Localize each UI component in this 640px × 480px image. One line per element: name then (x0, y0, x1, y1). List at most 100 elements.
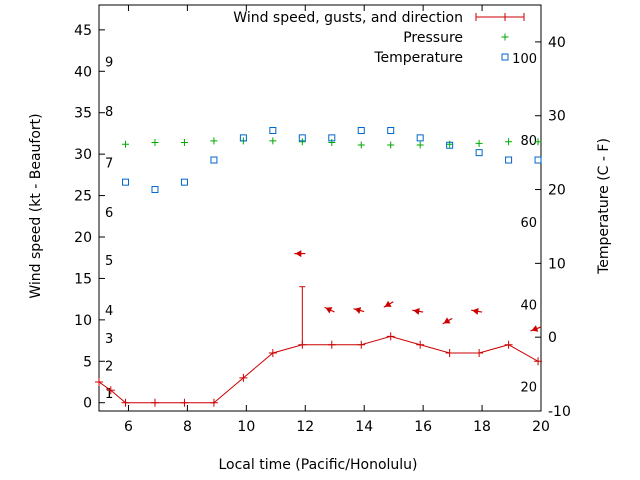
temperature-point (269, 126, 277, 134)
plot-frame (98, 4, 542, 412)
fahrenheit-label: 40 (520, 299, 537, 314)
temperature-point (357, 126, 365, 134)
beaufort-label: 1 (105, 387, 113, 402)
beaufort-label: 2 (105, 359, 113, 374)
y2-tick-label: 20 (548, 183, 566, 199)
pressure-point (416, 141, 424, 149)
wind-direction-arrow (471, 307, 483, 315)
y-tick-label: 10 (74, 313, 92, 329)
x-tick-label: 16 (414, 419, 432, 435)
wind-speed-point (121, 398, 130, 407)
x-tick-label: 6 (124, 419, 133, 435)
arrow-head (472, 307, 479, 315)
y2-tick-label: 10 (548, 256, 566, 272)
beaufort-label: 9 (105, 55, 113, 70)
temperature-point (416, 134, 424, 142)
y-tick-label: 40 (74, 64, 92, 80)
wind-speed-point (475, 349, 484, 357)
temperature-point (210, 156, 218, 164)
y-tick-label: 5 (83, 354, 92, 370)
temperature-point (151, 186, 159, 194)
y-tick-label: 0 (83, 396, 92, 412)
arrow-head (295, 250, 302, 258)
wind-speed-point (150, 398, 159, 407)
fahrenheit-label: 100 (512, 52, 537, 67)
fahrenheit-label: 20 (520, 381, 537, 396)
x-tick-label: 10 (237, 419, 255, 435)
y-tick-label: 25 (74, 189, 92, 205)
pressure-point (122, 140, 130, 148)
legend-label: Temperature (373, 50, 463, 66)
y-axis-label: Wind speed (kt - Beaufort) (28, 113, 44, 298)
y-tick-label: 20 (74, 230, 92, 246)
wind-speed-point (106, 386, 115, 395)
pressure-point (534, 138, 542, 146)
y2-tick-label: 40 (548, 35, 566, 51)
x-tick-label: 18 (473, 419, 491, 435)
pressure-point (180, 139, 188, 147)
temperature-point (239, 134, 247, 142)
fahrenheit-label: 80 (520, 134, 537, 149)
series-group (95, 126, 543, 407)
wind-speed-point (504, 340, 513, 349)
arrow-head (354, 307, 362, 314)
beaufort-label: 3 (105, 332, 113, 347)
beaufort-label: 7 (105, 156, 113, 171)
wind-direction-arrow (412, 307, 424, 315)
arrow-head (325, 307, 333, 314)
temperature-point (475, 149, 483, 157)
wind-direction-arrow (294, 250, 306, 258)
y2-tick-label: 30 (548, 109, 566, 125)
y-tick-label: 45 (74, 23, 92, 39)
pressure-point (446, 140, 454, 148)
tick-group: 6 8 10 12 14 16 18 20051015202530354045-1001020… (74, 5, 571, 435)
pressure-point (328, 139, 336, 147)
pressure-point (475, 139, 483, 147)
temperature-point (387, 126, 395, 134)
pressure-point (210, 137, 218, 145)
arrow-head (384, 300, 392, 307)
y-tick-label: 35 (74, 106, 92, 122)
y2-axis-label: Temperature (C - F) (596, 138, 612, 275)
wind-speed-point (327, 340, 336, 349)
pressure-point (357, 141, 365, 149)
fahrenheit-label: 60 (520, 216, 537, 231)
temperature-point (122, 178, 130, 186)
wind-speed-point (445, 349, 454, 357)
x-tick-label: 14 (355, 419, 373, 435)
wind-direction-arrow (353, 307, 365, 314)
temperature-point (298, 134, 306, 142)
temperature-point (328, 134, 336, 142)
beaufort-label: 5 (105, 254, 113, 269)
beaufort-label: 4 (105, 304, 113, 319)
y2-tick-label: 0 (548, 330, 557, 346)
legend-pressure-marker (501, 33, 509, 41)
legend-group: Wind speed, gusts, and direction Pressure… (233, 10, 525, 66)
pressure-point (387, 141, 395, 149)
x-tick-label: 12 (296, 419, 314, 435)
x-tick-label: 20 (532, 419, 550, 435)
wind-speed-line (98, 335, 539, 404)
wind-speed-point (416, 340, 425, 349)
wind-direction-arrow (442, 317, 453, 325)
temperature-point (534, 156, 542, 164)
legend-temperature-marker (501, 53, 509, 61)
wind-speed-point (239, 373, 248, 382)
arrow-head (443, 317, 451, 324)
y2-tick-label: -10 (548, 404, 571, 420)
wind-direction-arrow (530, 325, 542, 332)
wind-speed-point (268, 349, 277, 357)
pressure-point (151, 139, 159, 147)
wind-direction-arrow (383, 300, 394, 308)
pressure-point (269, 137, 277, 145)
pressure-point (505, 138, 513, 146)
wind-speed-point (209, 398, 218, 407)
temperature-point (446, 141, 454, 149)
plot-frame-group (98, 4, 542, 412)
x-axis-label: Local time (Pacific/Honolulu) (218, 457, 417, 473)
x-tick-label: 8 (183, 419, 192, 435)
legend-label: Pressure (403, 30, 463, 46)
y-tick-label: 15 (74, 271, 92, 287)
pressure-point (298, 138, 306, 146)
